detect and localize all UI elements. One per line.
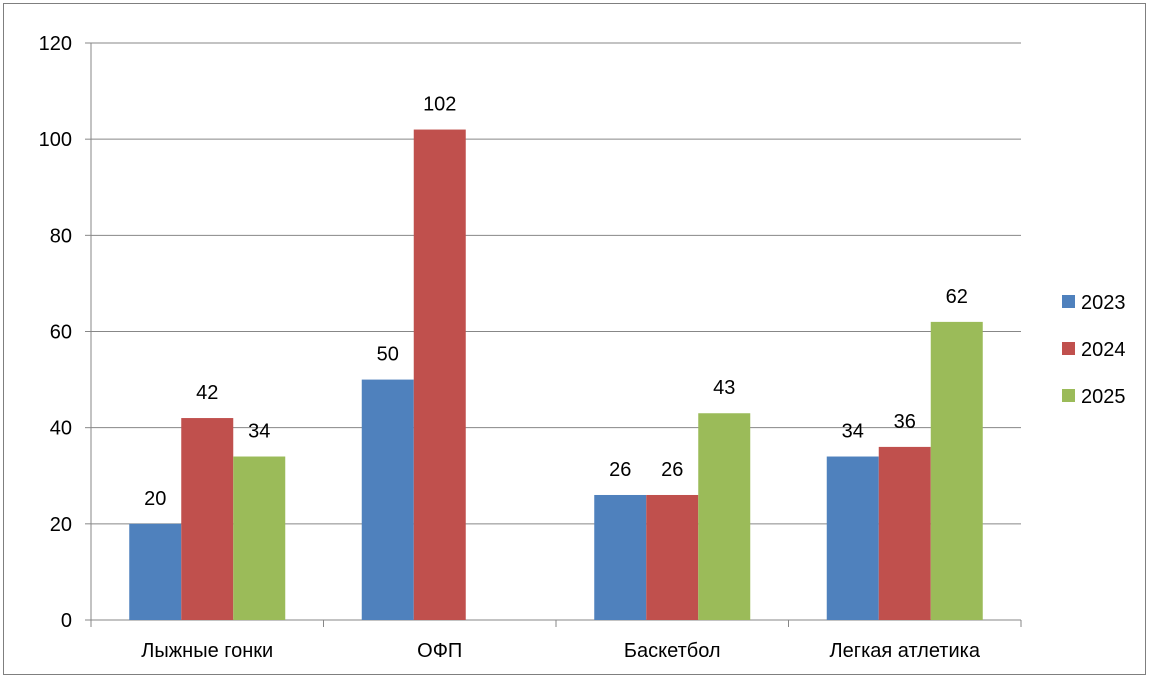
bar-2025: [698, 413, 751, 620]
data-label: 36: [894, 411, 916, 433]
y-tick-label: 20: [50, 514, 72, 536]
bar-2025: [930, 321, 983, 620]
y-tick-label: 40: [50, 418, 72, 440]
y-tick-label: 60: [50, 322, 72, 344]
bar-2023: [129, 523, 182, 620]
data-label: 42: [196, 382, 218, 404]
legend-swatch: [1062, 342, 1075, 355]
bar-2025: [233, 456, 286, 620]
data-label: 50: [377, 344, 399, 366]
category-label: Баскетбол: [624, 640, 721, 662]
data-label: 26: [609, 459, 631, 481]
legend-label: 2024: [1081, 339, 1126, 361]
legend-label: 2025: [1081, 386, 1126, 408]
legend-swatch: [1062, 389, 1075, 402]
y-tick-label: 0: [61, 610, 72, 632]
category-label: Легкая атлетика: [830, 640, 981, 662]
data-label: 34: [842, 421, 864, 443]
category-label: Лыжные гонки: [141, 640, 273, 662]
data-label: 43: [713, 377, 735, 399]
bar-2024: [646, 494, 699, 620]
y-tick-label: 100: [39, 129, 72, 151]
data-label: 102: [423, 94, 456, 116]
category-label: ОФП: [417, 640, 462, 662]
bar-2024: [413, 129, 466, 621]
legend-swatch: [1062, 295, 1075, 308]
bars: [129, 129, 983, 621]
data-labels: 20 42 34 50 102 26 26 43 34 36 62: [144, 94, 968, 510]
y-tick-label: 80: [50, 225, 72, 247]
data-label: 26: [661, 459, 683, 481]
bar-2023: [594, 494, 647, 620]
bar-2024: [181, 418, 234, 620]
legend: 2023 2024 2025: [1062, 292, 1126, 408]
bar-2023: [826, 456, 879, 620]
bar-2023: [361, 379, 414, 620]
data-label: 20: [144, 488, 166, 510]
data-label: 34: [248, 421, 270, 443]
y-tick-label: 120: [39, 33, 72, 55]
data-label: 62: [946, 286, 968, 308]
bar-2024: [878, 446, 931, 620]
legend-label: 2023: [1081, 292, 1126, 314]
